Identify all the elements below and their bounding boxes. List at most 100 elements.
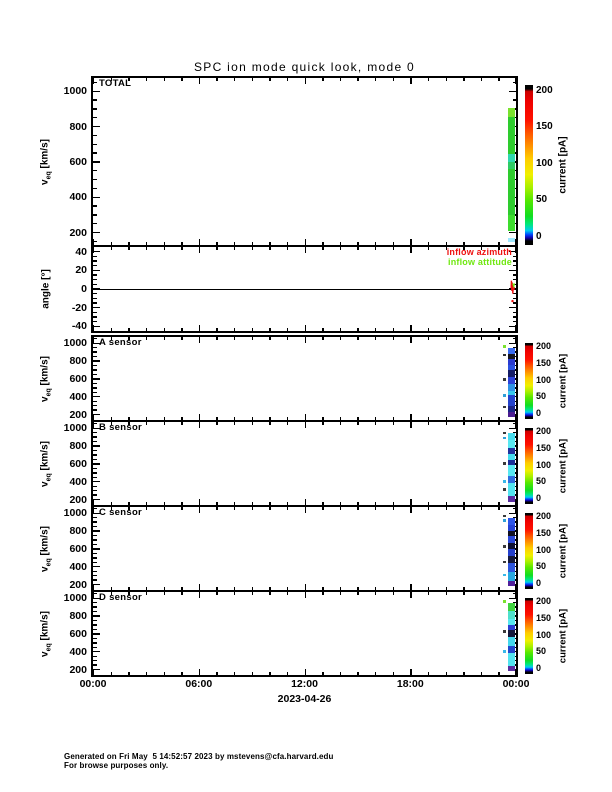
x-tick [514,499,516,505]
x-tick [234,587,236,590]
x-tick [357,337,359,340]
x-tick [480,592,483,595]
y-tick [512,338,516,340]
x-tick [514,414,516,420]
x-tick [304,78,306,84]
y-axis-label-part: v [39,480,51,487]
x-tick [181,587,183,590]
x-tick [163,242,165,245]
x-tick [480,422,483,425]
x-tick [498,328,500,331]
data-strip-segment [508,517,516,525]
x-tick [445,672,447,675]
colorbar-tick-label: 150 [536,612,552,623]
data-strip-segment [508,580,516,586]
plot-panel-sensor_c: C sensor [91,505,518,592]
data-strip-segment [508,563,516,573]
data-dot [503,394,506,397]
data-strip-segment [508,214,516,231]
x-tick [286,502,289,505]
x-tick [110,587,113,590]
y-tick [509,250,516,253]
x-tick [93,325,95,331]
y-tick [93,347,97,349]
x-tick [269,78,271,81]
x-tick [269,328,271,331]
y-tick [512,369,516,371]
x-tick [375,242,377,245]
colorbar-tick-label: 100 [536,459,552,470]
x-tick [463,242,465,245]
data-dot [503,545,506,548]
x-tick [110,247,113,250]
x-tick [339,507,342,510]
x-tick [286,247,289,250]
x-tick [110,502,113,505]
data-strip-segment [508,353,516,360]
x-tick [128,502,130,505]
x-tick [392,587,395,590]
colorbar-tick-label: 200 [536,341,552,352]
x-tick [410,422,412,428]
y-axis-label-sensor_c: veq [km/s] [40,526,53,572]
y-tick [93,125,100,128]
colorbar-tick-label: 200 [536,426,552,437]
x-tick [198,247,201,253]
x-tick [216,592,218,595]
x-tick [410,592,412,598]
y-tick [93,413,100,416]
colorbar-tick-label: 200 [536,84,553,96]
panel-title-sensor_c: C sensor [99,507,143,518]
y-axis-label-part: v [39,178,51,185]
data-strip-segment [508,602,516,611]
x-tick [234,507,236,510]
plot-panel-sensor_a: A sensor [91,335,518,422]
y-axis-label-part: [km/s] [39,610,51,643]
x-tick [181,328,183,331]
x-tick [216,672,218,675]
data-strip-segment [508,645,516,654]
data-strip-segment [508,390,516,396]
x-tick [322,328,324,331]
colorbar-tick-label: 100 [536,544,552,555]
x-tick [145,587,148,590]
x-tick [234,672,236,675]
y-tick [512,81,516,84]
x-tick [216,337,218,340]
y-tick [512,405,516,407]
y-tick [93,490,97,492]
y-tick [93,655,97,657]
colorbar-axis-label: current [pA] [557,523,569,579]
x-tick [514,239,516,245]
plot-panel-sensor_b: B sensor [91,420,518,507]
y-axis-label-part: [km/s] [39,440,51,473]
x-tick [498,337,500,340]
x-tick [269,337,271,340]
x-tick [234,502,236,505]
y-tick [93,539,97,541]
x-tick [251,242,254,245]
y-tick [93,391,97,394]
x-tick [375,78,377,81]
y-tick [93,143,97,145]
x-tick [145,242,148,245]
y-tick [93,432,97,434]
data-strip-segment [508,465,516,477]
legend-item-inflow-azimuth: inflow azimuth [446,247,512,257]
series-dot [511,299,514,303]
data-strip-segment [508,555,516,564]
x-tick [480,337,483,340]
y-tick-label: 800 [69,610,87,623]
x-tick [445,417,447,420]
y-tick-label: 400 [69,645,87,658]
x-tick [269,672,271,675]
x-tick [216,78,218,81]
x-tick [357,592,359,595]
x-tick [498,672,500,675]
x-tick [181,507,183,510]
x-tick [392,672,395,675]
y-tick [93,481,100,483]
y-axis-label-total: veq [km/s] [40,139,53,185]
y-tick [93,81,97,84]
x-tick [480,587,483,590]
